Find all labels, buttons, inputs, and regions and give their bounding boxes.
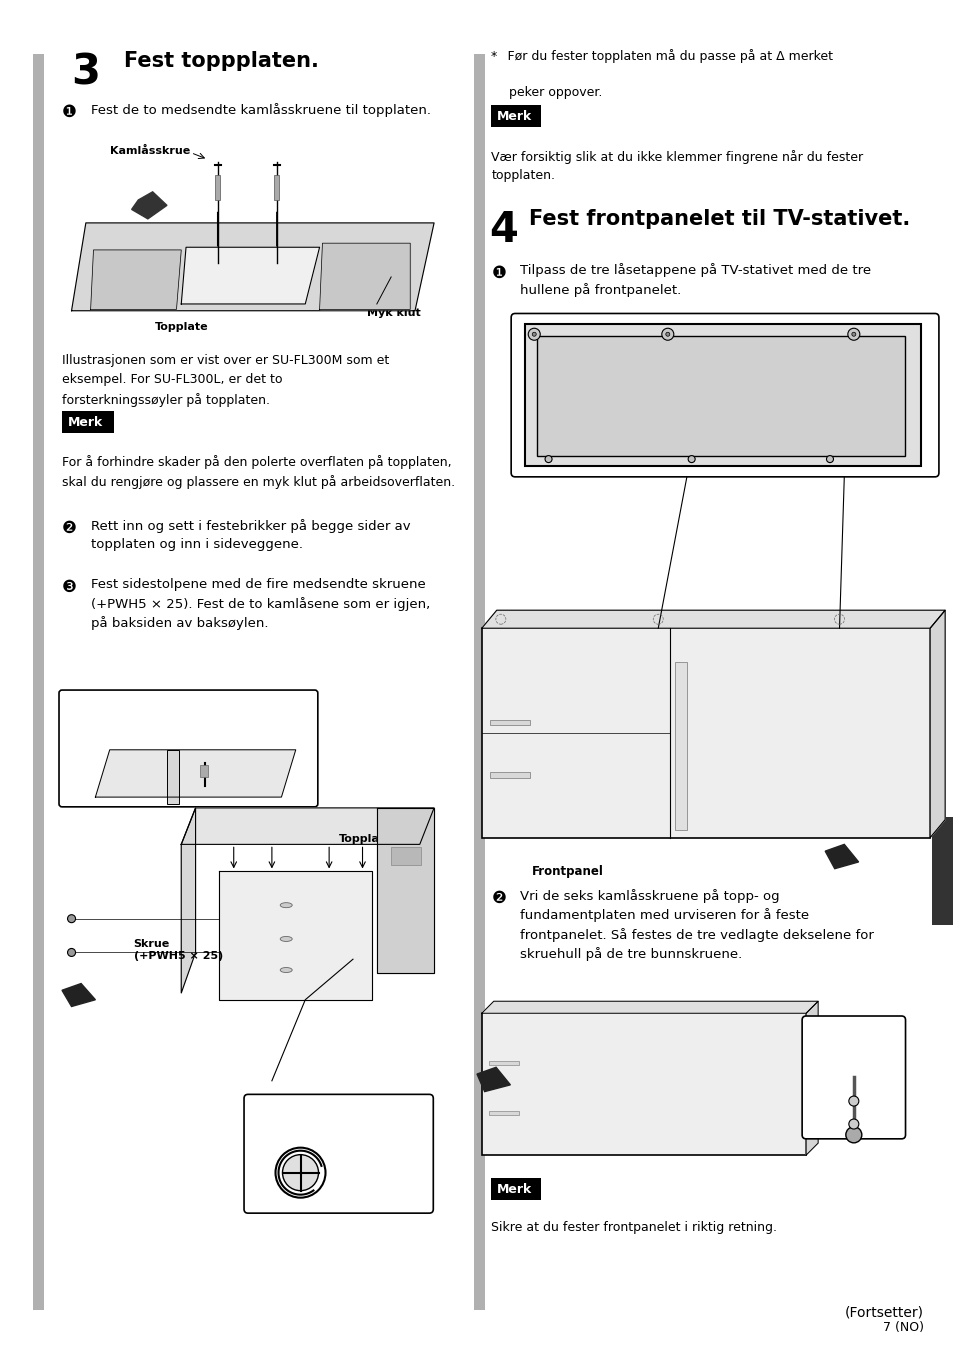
Bar [391,847,420,865]
Polygon shape [805,1001,818,1155]
FancyBboxPatch shape [801,1016,904,1139]
Polygon shape [376,808,434,973]
Text: (Fortsetter): (Fortsetter) [844,1305,923,1319]
Circle shape [528,328,539,340]
Bar [62,411,114,432]
Polygon shape [132,192,167,219]
Text: Fest frontpanelet til TV-stativet.: Fest frontpanelet til TV-stativet. [529,209,910,230]
FancyBboxPatch shape [244,1094,433,1213]
Text: Skrue
(+PWH5 × 25): Skrue (+PWH5 × 25) [133,939,223,962]
Bar [491,105,540,127]
Polygon shape [181,247,319,304]
Circle shape [848,1096,858,1106]
Polygon shape [476,1067,510,1092]
Polygon shape [181,808,434,844]
Text: Kamlåsskrue: Kamlåsskrue [110,146,190,155]
Text: For å forhindre skader på den polerte overflaten på topplaten,
skal du rengjøre : For å forhindre skader på den polerte ov… [62,455,455,489]
Text: ❸: ❸ [62,578,77,596]
Ellipse shape [280,936,292,942]
Text: Vær forsiktig slik at du ikke klemmer fingrene når du fester
topplaten.: Vær forsiktig slik at du ikke klemmer fi… [491,150,862,182]
Text: Fest sidestolpene med de fire medsendte skruene
(+PWH5 × 25). Fest de to kamlåse: Fest sidestolpene med de fire medsendte … [91,578,430,630]
Polygon shape [481,1001,818,1013]
Text: Frontpanel: Frontpanel [532,865,603,878]
Text: Sikre at du fester frontpanelet i riktig retning.: Sikre at du fester frontpanelet i riktig… [491,1221,777,1235]
Bar [491,1178,540,1200]
Text: Låsetapphull: Låsetapphull [529,331,615,346]
Text: Tilpass de tre låsetappene på TV-stativet med de tre
hullene på frontpanelet.: Tilpass de tre låsetappene på TV-stative… [519,263,870,297]
Text: Rett inn og sett i festebrikker på begge sider av
topplaten og inn i sideveggene: Rett inn og sett i festebrikker på begge… [91,519,410,551]
Circle shape [661,328,673,340]
Bar [200,765,208,777]
Text: Myk klut: Myk klut [367,308,420,317]
Circle shape [275,1147,325,1198]
Polygon shape [219,871,372,1000]
Text: Merk: Merk [68,416,103,428]
Circle shape [282,1155,318,1190]
Text: 7 (NO): 7 (NO) [882,1321,923,1335]
Circle shape [68,948,75,957]
Text: ❷: ❷ [491,889,506,907]
Polygon shape [62,984,95,1006]
Circle shape [544,455,552,462]
Text: Kamlås*: Kamlås* [273,1121,328,1135]
Bar [489,773,529,778]
Polygon shape [91,250,181,309]
Bar [675,662,686,830]
Circle shape [845,1127,861,1143]
Polygon shape [181,808,195,993]
Circle shape [851,332,855,336]
Text: Illustrasjonen som er vist over er SU-FL300M som et
eksempel. For SU-FL300L, er : Illustrasjonen som er vist over er SU-FL… [62,354,389,407]
Polygon shape [824,844,858,869]
Ellipse shape [280,967,292,973]
Text: Skrukork: Skrukork [824,1063,882,1073]
Text: ❶: ❶ [62,103,77,120]
Text: *  Før du fester topplaten må du passe på at Δ merket: * Før du fester topplaten må du passe på… [491,49,832,62]
Bar [537,336,903,457]
Bar [489,720,529,725]
Circle shape [687,455,695,462]
Text: 3: 3 [71,51,100,93]
Bar [481,1013,805,1155]
Circle shape [68,915,75,923]
Bar [474,54,484,1310]
Text: ❶: ❶ [491,263,506,281]
Polygon shape [95,750,295,797]
Bar [488,1061,518,1066]
Text: Fest de to medsendte kamlåsskruene til topplaten.: Fest de to medsendte kamlåsskruene til t… [91,103,430,116]
Circle shape [532,332,536,336]
Bar [167,750,179,804]
Polygon shape [71,223,434,311]
Ellipse shape [280,902,292,908]
Polygon shape [929,611,944,838]
Text: Topplate: Topplate [154,322,208,331]
Bar [274,174,279,200]
Text: 4: 4 [489,209,517,251]
Text: Fest toppplaten.: Fest toppplaten. [124,51,318,72]
FancyBboxPatch shape [59,690,317,807]
Circle shape [847,328,859,340]
Bar [524,324,920,466]
Bar [481,628,929,838]
Polygon shape [319,243,410,309]
Bar [214,174,220,200]
FancyBboxPatch shape [511,313,938,477]
Text: peker oppover.: peker oppover. [509,86,602,100]
Bar [33,54,44,1310]
Bar [488,1111,518,1115]
Polygon shape [481,611,944,628]
Bar [931,817,953,925]
Circle shape [825,455,833,462]
Text: ❷: ❷ [62,519,77,536]
Circle shape [665,332,669,336]
Text: Vri de seks kamlåsskruene på topp- og
fundamentplaten med urviseren for å feste
: Vri de seks kamlåsskruene på topp- og fu… [519,889,873,962]
Text: Topplate: Topplate [338,834,392,843]
Text: Merk: Merk [497,1183,532,1196]
Circle shape [848,1119,858,1129]
Text: Merk: Merk [497,111,532,123]
